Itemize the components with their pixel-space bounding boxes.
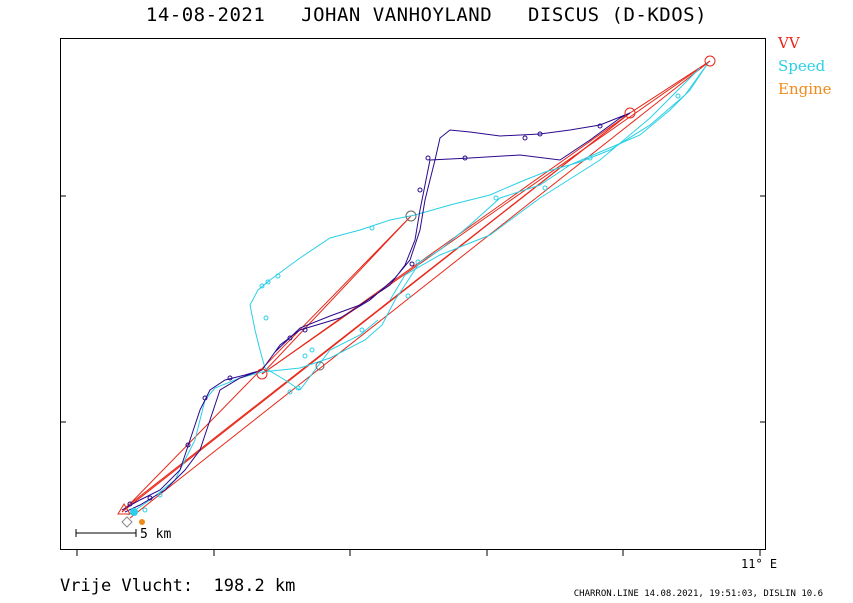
turnpoint-5 <box>315 361 325 371</box>
footer-info: CHARRON.LINE 14.08.2021, 19:51:03, DISLI… <box>573 589 823 599</box>
start-diamond <box>121 516 133 528</box>
engine-marker <box>139 519 145 525</box>
speed-markers <box>142 93 681 513</box>
vv-leg-1 <box>121 60 711 519</box>
turnpoint-4 <box>256 368 268 380</box>
vv-leg-2 <box>121 60 711 513</box>
turnpoints <box>256 55 716 380</box>
start-triangle <box>117 503 131 515</box>
map-frame <box>60 38 766 550</box>
chart-title: 14-08-2021 JOHAN VANHOYLAND DISCUS (D-KD… <box>145 4 708 26</box>
legend-engine: Engine <box>778 80 832 98</box>
vv-track <box>121 112 631 513</box>
legend-vv-label: VV <box>778 34 800 52</box>
scale-bar <box>75 529 137 537</box>
distance-label: Vrije Vlucht: 198.2 km <box>60 576 296 596</box>
vv-markers <box>127 123 603 507</box>
scale-label: 5 km <box>140 527 172 542</box>
legend-speed: Speed <box>778 57 825 75</box>
turnpoint-2 <box>624 107 636 119</box>
legend-engine-label: Engine <box>778 80 832 98</box>
landing-marker <box>130 508 138 516</box>
vv-task-lines <box>121 60 711 519</box>
start-area <box>117 503 145 528</box>
legend-speed-label: Speed <box>778 57 826 75</box>
axis-ticks <box>60 195 766 556</box>
turnpoint-1 <box>704 55 716 67</box>
longitude-label: 11° E <box>741 557 778 571</box>
legend-vv: VV <box>778 34 800 52</box>
turnpoint-3 <box>405 210 417 222</box>
